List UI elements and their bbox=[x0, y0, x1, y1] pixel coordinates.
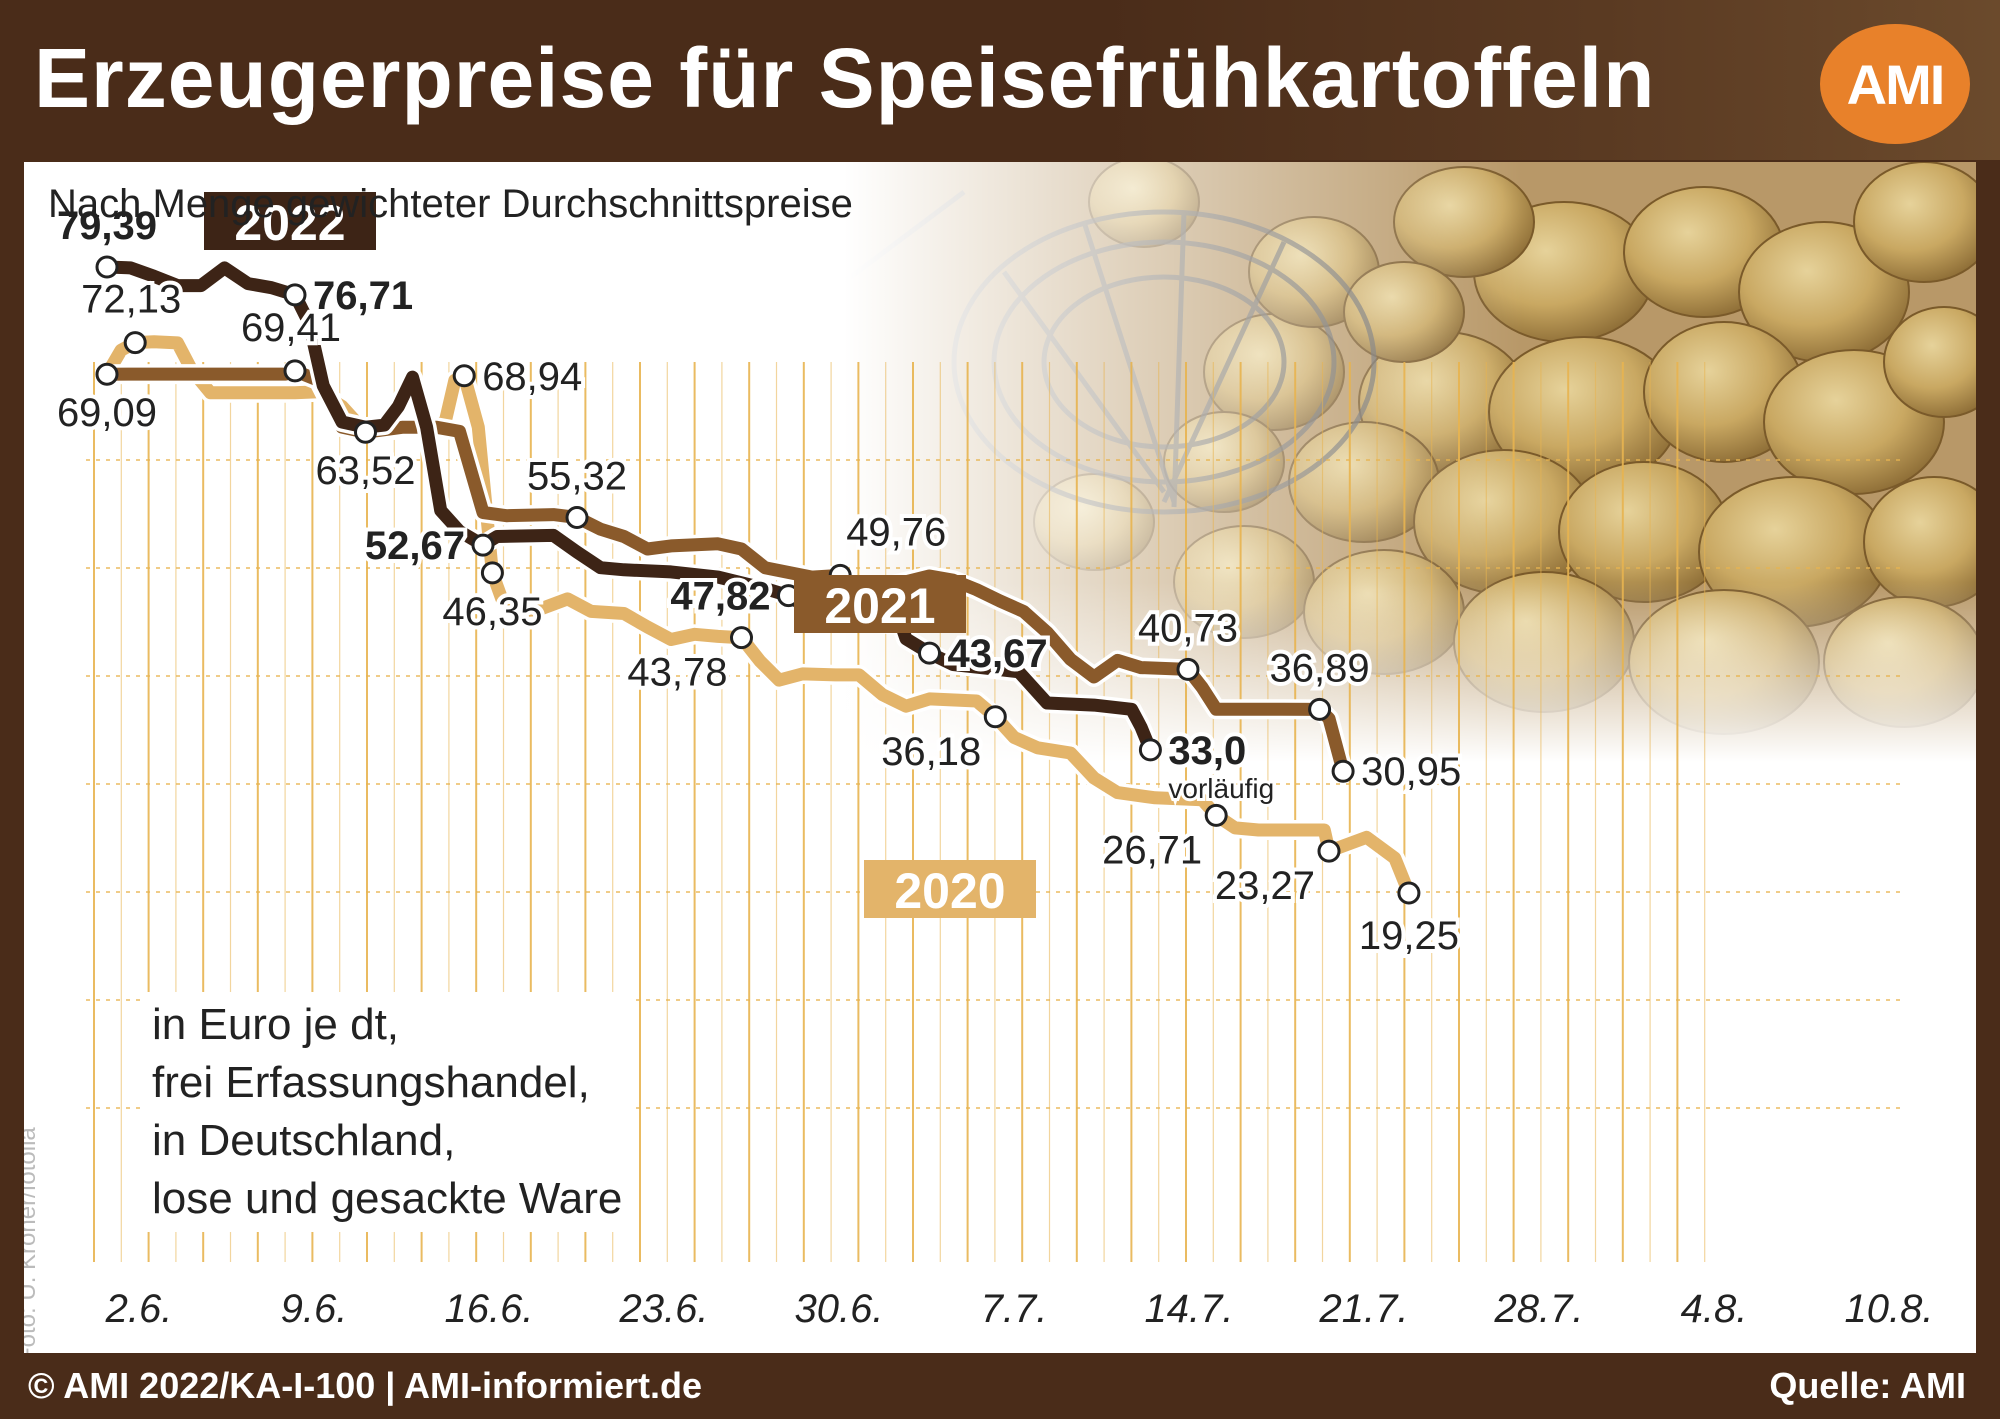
price-chart: 2022 2021 2020 79,39 76,71 52,67 47,82 43,67 33… bbox=[53, 192, 1934, 1331]
x-tick-label: 28.7. bbox=[1494, 1287, 1584, 1331]
point-label-2022: 33,0 bbox=[1168, 729, 1246, 773]
page-title: Erzeugerpreise für Speisefrühkartoffeln bbox=[34, 31, 1656, 125]
point-label-2021: 36,89 bbox=[1270, 646, 1370, 690]
year-tag-2021: 2021 bbox=[824, 578, 935, 634]
ami-logo-text: AMI bbox=[1846, 52, 1946, 116]
point-label-2020: 19,25 bbox=[1359, 914, 1459, 958]
x-tick-label: 2.6. bbox=[105, 1287, 173, 1331]
note-line-1: in Euro je dt, bbox=[152, 1000, 400, 1049]
point-label-2022: 76,71 bbox=[313, 274, 413, 318]
data-point-marker-2021 bbox=[283, 359, 307, 383]
x-tick-label: 21.7. bbox=[1319, 1287, 1409, 1331]
point-label-2020: 43,78 bbox=[627, 651, 727, 695]
chart-panel: 2022 2021 2020 79,39 76,71 52,67 47,82 43,67 33… bbox=[24, 162, 1976, 1353]
series-line-2022 bbox=[100, 260, 1157, 757]
note-line-4: lose und gesackte Ware bbox=[152, 1174, 623, 1223]
ami-logo: AMI bbox=[1820, 24, 1970, 144]
chart-subtitle: Nach Menge gewichteter Durchschnittsprei… bbox=[48, 182, 853, 226]
x-tick-label: 23.6. bbox=[619, 1287, 709, 1331]
x-tick-label: 10.8. bbox=[1845, 1287, 1934, 1331]
x-tick-label: 7.7. bbox=[981, 1287, 1048, 1331]
x-tick-label: 14.7. bbox=[1145, 1287, 1234, 1331]
data-point-marker-2021 bbox=[1308, 697, 1332, 721]
point-label-2021: 63,52 bbox=[315, 449, 415, 493]
point-label-2021: 69,41 bbox=[241, 306, 341, 350]
unit-note: in Euro je dt, frei Erfassungshandel, in… bbox=[144, 992, 631, 1232]
year-tag-box-2020 bbox=[864, 860, 1036, 918]
x-tick-label: 30.6. bbox=[795, 1287, 884, 1331]
note-line-2: frei Erfassungshandel, bbox=[152, 1058, 590, 1107]
year-tag-2022: 2022 bbox=[234, 195, 345, 251]
data-point-marker-2021 bbox=[565, 506, 589, 530]
point-label-2021: 49,76 bbox=[846, 510, 946, 554]
point-label-2021: 40,73 bbox=[1138, 606, 1238, 650]
footer-source: Quelle: AMI bbox=[1769, 1365, 1966, 1406]
point-label-2020: 72,13 bbox=[81, 278, 181, 322]
point-label-2020: 26,71 bbox=[1102, 828, 1202, 872]
data-point-marker-2022 bbox=[1138, 738, 1162, 762]
data-point-marker-2020 bbox=[1397, 881, 1421, 905]
x-tick-label: 16.6. bbox=[445, 1287, 534, 1331]
header-bar: Erzeugerpreise für Speisefrühkartoffeln … bbox=[0, 0, 2000, 160]
year-tag-2020: 2020 bbox=[894, 863, 1005, 919]
point-label-2022: 79,39 bbox=[57, 204, 157, 248]
point-label-2020: 23,27 bbox=[1215, 864, 1315, 908]
footer-bar: © AMI 2022/KA-I-100 | AMI-informiert.de … bbox=[0, 1355, 2000, 1419]
point-label-2022: 52,67 bbox=[365, 524, 465, 568]
data-point-marker-2020 bbox=[452, 364, 476, 388]
data-point-marker-2020 bbox=[480, 561, 504, 585]
year-tag-box-2022 bbox=[204, 192, 376, 250]
point-sublabel-2022: vorläufig bbox=[1168, 773, 1274, 804]
note-line-3: in Deutschland, bbox=[152, 1116, 456, 1165]
data-point-marker-2022 bbox=[283, 283, 307, 307]
year-tag-box-2021 bbox=[794, 575, 966, 633]
x-tick-label: 4.8. bbox=[1681, 1287, 1748, 1331]
photo-credit: Foto: U. Kröner/fotolia bbox=[24, 1127, 41, 1353]
x-tick-label: 9.6. bbox=[281, 1287, 348, 1331]
data-point-marker-2022 bbox=[471, 533, 495, 557]
point-label-2020: 46,35 bbox=[442, 590, 542, 634]
data-point-marker-2021 bbox=[354, 420, 377, 444]
point-label-2021: 55,32 bbox=[527, 455, 627, 499]
data-point-marker-2021 bbox=[1331, 759, 1355, 783]
point-label-2020: 36,18 bbox=[881, 730, 981, 774]
data-point-marker-2020 bbox=[1204, 803, 1228, 827]
point-label-2022: 43,67 bbox=[948, 632, 1048, 676]
point-label-2020: 68,94 bbox=[482, 355, 582, 399]
data-point-marker-2022 bbox=[918, 641, 941, 665]
data-point-marker-2021 bbox=[95, 362, 119, 386]
data-point-marker-2020 bbox=[730, 626, 753, 650]
data-point-marker-2020 bbox=[123, 331, 147, 355]
data-point-marker-2020 bbox=[983, 705, 1007, 729]
point-label-2021: 69,09 bbox=[57, 391, 157, 435]
data-point-marker-2020 bbox=[1317, 839, 1341, 863]
footer-copyright: © AMI 2022/KA-I-100 | AMI-informiert.de bbox=[28, 1365, 703, 1406]
data-point-marker-2022 bbox=[95, 255, 119, 279]
data-point-marker-2021 bbox=[1176, 657, 1200, 681]
point-label-2022: 47,82 bbox=[670, 575, 770, 619]
point-label-2021: 30,95 bbox=[1361, 750, 1461, 794]
